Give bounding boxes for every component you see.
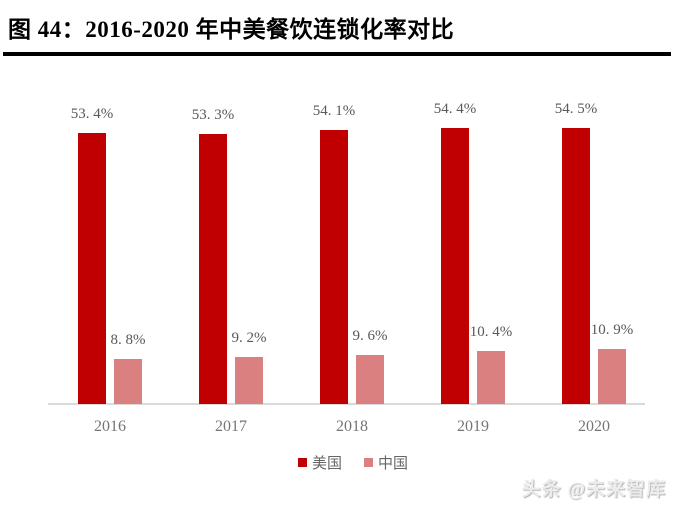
bar-chart: 53. 4% 8. 8% 2016 53. 3% 9. 2% 2017 54. 1% 9. 6… xyxy=(0,56,674,451)
us-label-2017: 53. 3% xyxy=(191,107,235,123)
chart-legend: 美国 中国 xyxy=(16,452,674,473)
x-tick-2016: 2016 xyxy=(94,418,126,435)
cn-label-2019: 10. 4% xyxy=(469,324,513,340)
us-bar-2016 xyxy=(78,133,106,404)
us-bar-2020 xyxy=(562,128,590,404)
legend-item-cn: 中国 xyxy=(364,452,408,473)
cn-label-2017: 9. 2% xyxy=(231,330,267,346)
x-tick-2017: 2017 xyxy=(215,418,247,435)
cn-bar-2017 xyxy=(235,357,263,404)
legend-item-us: 美国 xyxy=(297,452,342,473)
cn-bar-2018 xyxy=(356,355,384,404)
watermark: 头条 @未来智库 xyxy=(521,479,666,500)
cn-label-2020: 10. 9% xyxy=(590,322,634,338)
figure-title: 图 44：2016-2020 年中美餐饮连锁化率对比 xyxy=(8,17,455,42)
title-divider xyxy=(3,52,671,56)
cn-bar-2019 xyxy=(477,351,505,404)
legend-label-us: 美国 xyxy=(311,456,342,472)
legend-label-cn: 中国 xyxy=(378,456,409,472)
x-axis-line xyxy=(48,403,645,405)
cn-bar-2020 xyxy=(598,349,626,404)
x-tick-2019: 2019 xyxy=(457,418,489,435)
legend-swatch-us xyxy=(297,458,307,467)
cn-bar-2016 xyxy=(114,359,142,404)
us-label-2019: 54. 4% xyxy=(433,101,477,117)
us-label-2020: 54. 5% xyxy=(554,101,598,117)
cn-label-2018: 9. 6% xyxy=(352,328,388,344)
legend-swatch-cn xyxy=(364,458,373,467)
x-tick-2018: 2018 xyxy=(336,418,368,435)
cn-label-2016: 8. 8% xyxy=(110,332,146,348)
us-bar-2019 xyxy=(441,128,469,404)
us-bar-2018 xyxy=(320,130,348,404)
us-label-2016: 53. 4% xyxy=(70,106,114,122)
x-tick-2020: 2020 xyxy=(578,418,610,435)
us-label-2018: 54. 1% xyxy=(312,103,356,119)
us-bar-2017 xyxy=(199,134,227,404)
